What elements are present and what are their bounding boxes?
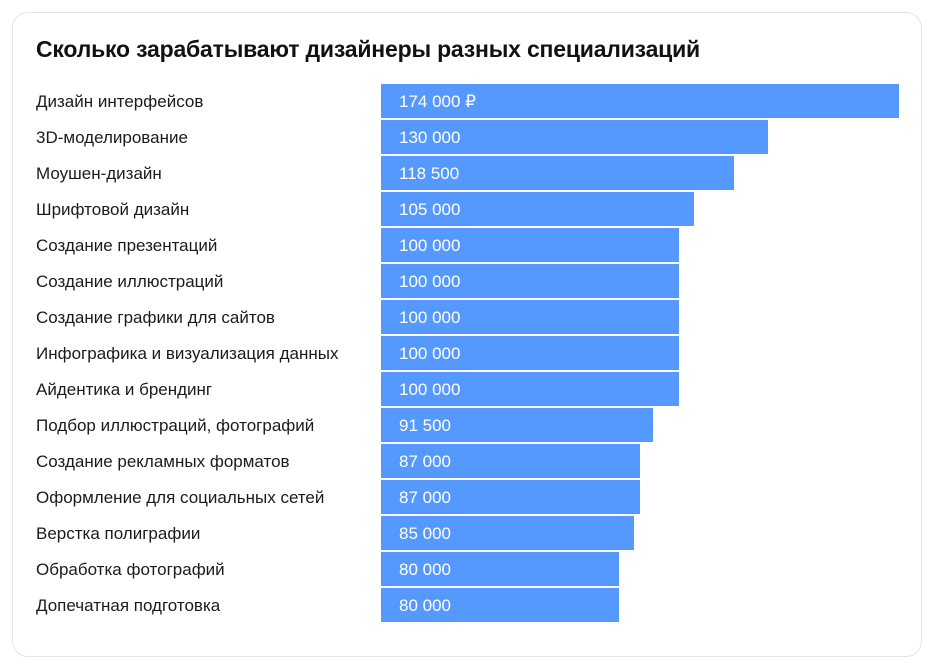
chart-title: Сколько зарабатывают дизайнеры разных сп…: [36, 36, 700, 62]
category-label: Верстка полиграфии: [36, 524, 200, 543]
value-label: 80 000: [399, 596, 451, 615]
category-label: Создание графики для сайтов: [36, 308, 275, 327]
bar: [381, 588, 619, 622]
category-label: Создание презентаций: [36, 236, 217, 255]
value-label: 105 000: [399, 200, 460, 219]
category-label: Моушен-дизайн: [36, 164, 162, 183]
category-label: Шрифтовой дизайн: [36, 200, 189, 219]
bar: [381, 228, 679, 262]
category-label: Создание рекламных форматов: [36, 452, 290, 471]
value-label: 87 000: [399, 488, 451, 507]
category-label: Инфографика и визуализация данных: [36, 344, 339, 363]
value-label: 100 000: [399, 236, 460, 255]
bar: [381, 408, 653, 442]
category-label: Дизайн интерфейсов: [36, 92, 203, 111]
value-label: 130 000: [399, 128, 460, 147]
value-label: 80 000: [399, 560, 451, 579]
value-label: 85 000: [399, 524, 451, 543]
category-label: 3D-моделирование: [36, 128, 188, 147]
bar: [381, 552, 619, 586]
value-label: 91 500: [399, 416, 451, 435]
bar: [381, 444, 640, 478]
value-label: 100 000: [399, 308, 460, 327]
bar: [381, 516, 634, 550]
bar: [381, 120, 768, 154]
bar: [381, 264, 679, 298]
value-label: 87 000: [399, 452, 451, 471]
value-label: 100 000: [399, 344, 460, 363]
category-label: Подбор иллюстраций, фотографий: [36, 416, 314, 435]
category-label: Обработка фотографий: [36, 560, 225, 579]
value-label: 174 000 ₽: [399, 92, 476, 111]
bar: [381, 156, 734, 190]
value-label: 118 500: [399, 164, 459, 183]
bar: [381, 336, 679, 370]
category-label: Создание иллюстраций: [36, 272, 223, 291]
category-label: Допечатная подготовка: [36, 596, 221, 615]
value-label: 100 000: [399, 380, 460, 399]
bar: [381, 480, 640, 514]
bar: [381, 84, 899, 118]
bar: [381, 192, 694, 226]
category-label: Оформление для социальных сетей: [36, 488, 324, 507]
bar: [381, 372, 679, 406]
value-label: 100 000: [399, 272, 460, 291]
bar: [381, 300, 679, 334]
category-label: Айдентика и брендинг: [36, 380, 212, 399]
